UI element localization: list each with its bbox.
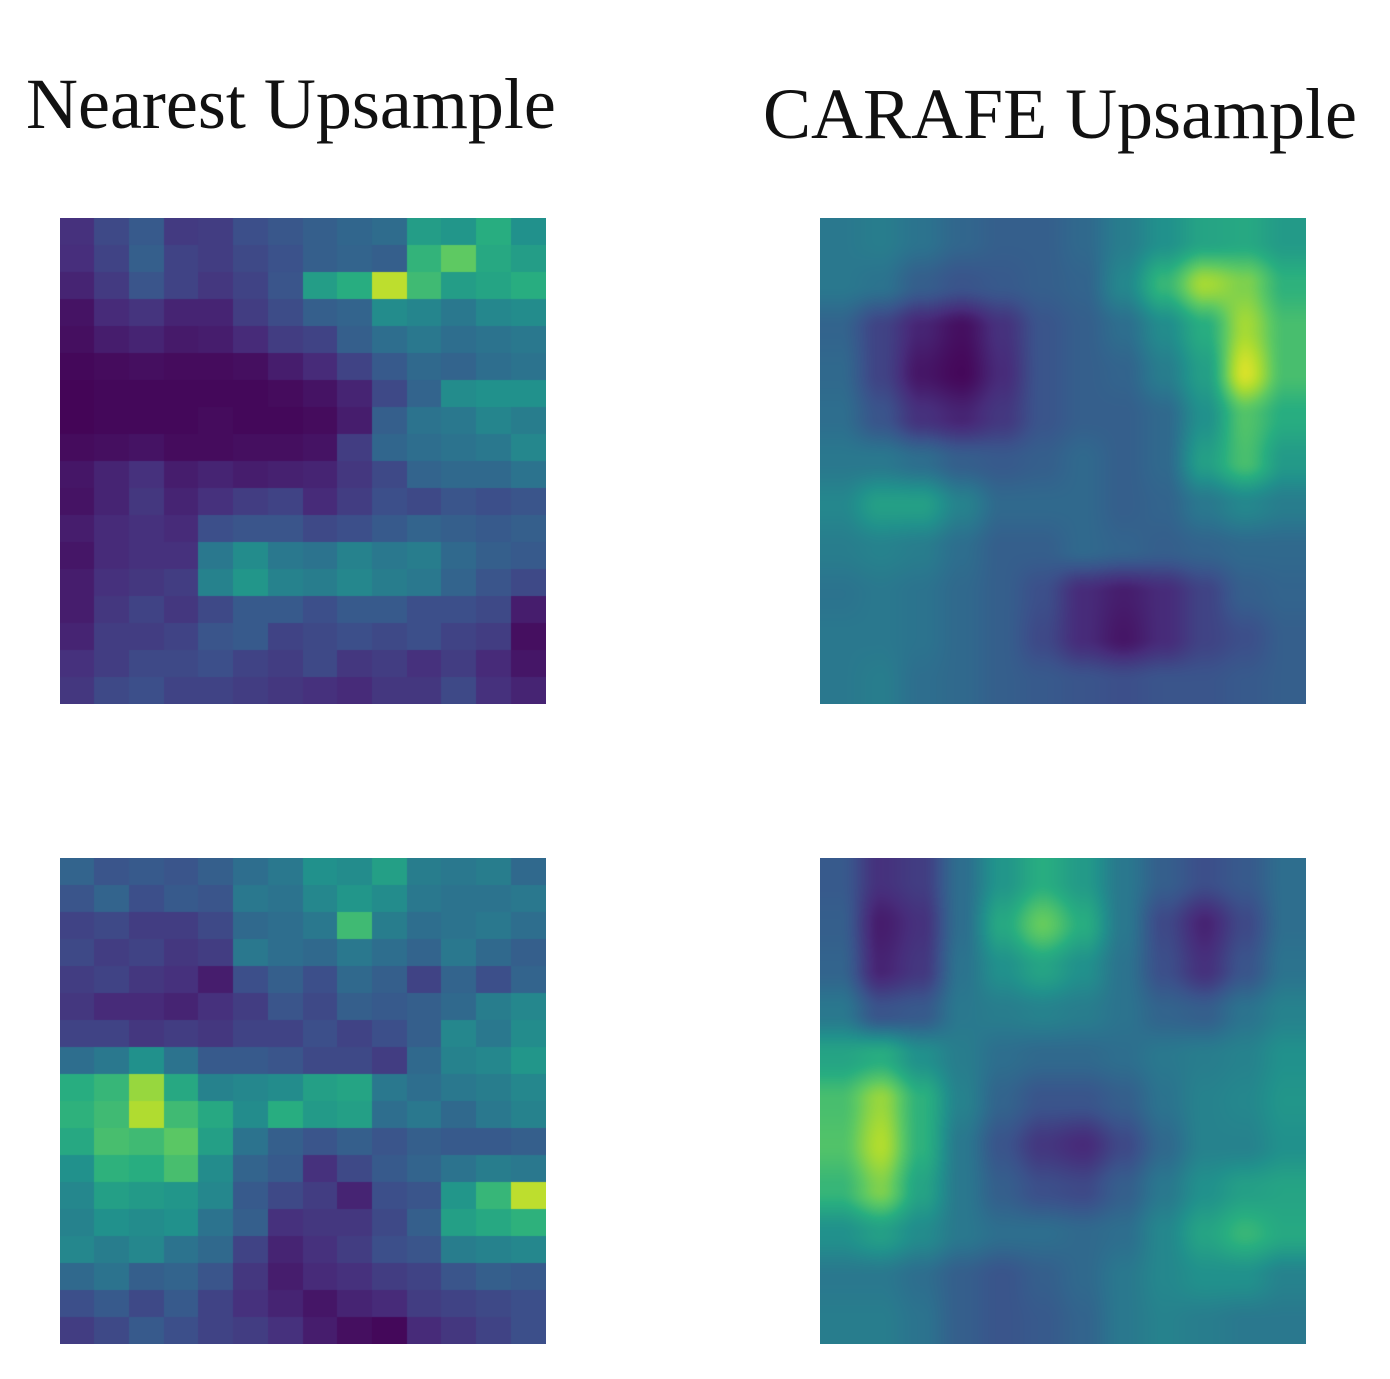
title-carafe-upsample: CARAFE Upsample xyxy=(763,74,1357,154)
heatmap-carafe-row2 xyxy=(820,858,1306,1344)
heatmap-nearest-row2 xyxy=(60,858,546,1344)
title-nearest-upsample: Nearest Upsample xyxy=(26,64,556,144)
heatmap-carafe-row1 xyxy=(820,218,1306,704)
heatmap-nearest-row1 xyxy=(60,218,546,704)
